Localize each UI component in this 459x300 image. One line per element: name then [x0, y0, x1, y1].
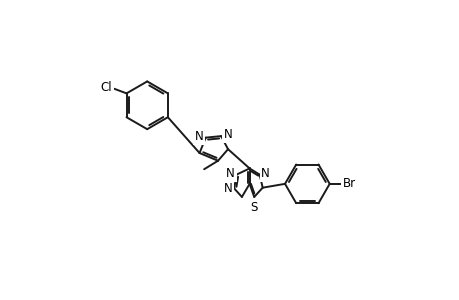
Text: Cl: Cl — [100, 82, 112, 94]
Text: Br: Br — [342, 177, 355, 190]
Text: N: N — [224, 182, 232, 195]
Text: N: N — [194, 130, 203, 143]
Text: N: N — [261, 167, 269, 180]
Text: N: N — [223, 128, 232, 141]
Text: S: S — [250, 201, 257, 214]
Text: N: N — [226, 167, 235, 180]
